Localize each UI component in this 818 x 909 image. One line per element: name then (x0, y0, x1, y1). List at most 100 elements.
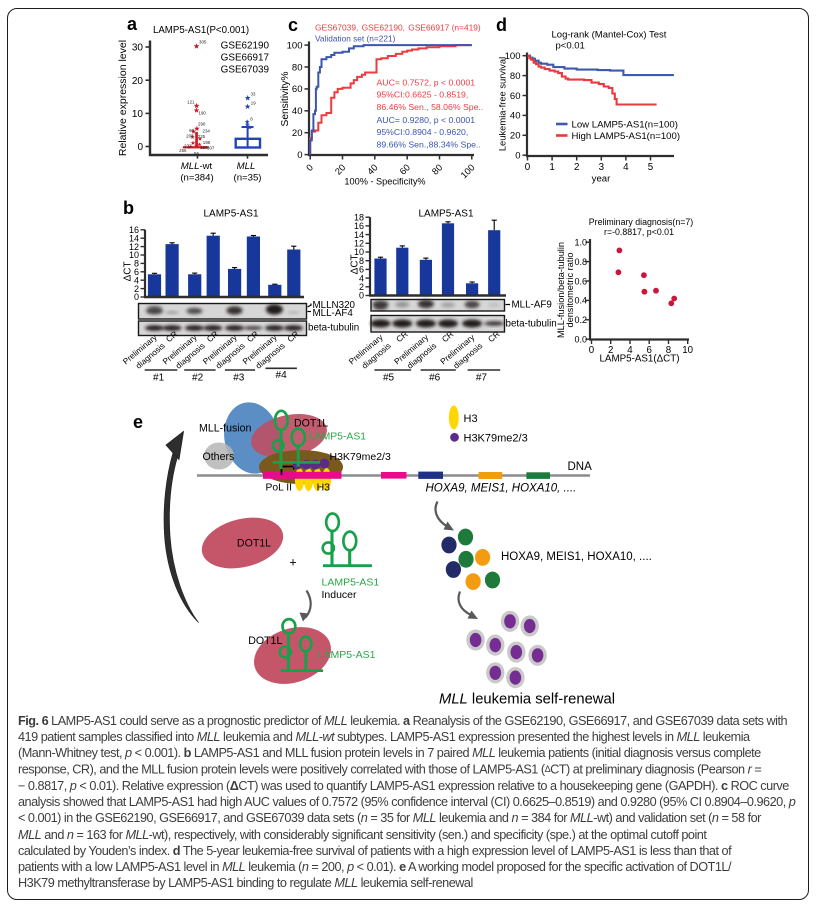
svg-text:Others: Others (203, 451, 235, 463)
svg-text:AUC= 0.9280, p < 0.0001: AUC= 0.9280, p < 0.0001 (377, 115, 476, 125)
svg-text:95%CI:0.6625 - 0.8519,: 95%CI:0.6625 - 0.8519, (377, 90, 469, 100)
svg-text:1.0: 1.0 (574, 238, 587, 248)
svg-text:MLL-fusion: MLL-fusion (199, 423, 252, 435)
svg-text:20: 20 (132, 76, 144, 87)
svg-text:Low LAMP5-AS1(n=100): Low LAMP5-AS1(n=100) (572, 119, 678, 130)
svg-text:MLL leukemia self-renewal: MLL leukemia self-renewal (439, 692, 615, 708)
svg-text:100: 100 (287, 40, 303, 51)
svg-text:198: 198 (203, 140, 211, 145)
svg-text:e: e (133, 412, 143, 432)
svg-text:ΔCT: ΔCT (350, 254, 361, 274)
svg-text:PoL II: PoL II (266, 483, 293, 494)
svg-text:a: a (127, 14, 138, 34)
svg-text:DNA: DNA (568, 461, 593, 473)
svg-text:High LAMP5-AS1(n=100): High LAMP5-AS1(n=100) (572, 131, 681, 142)
svg-text:5: 5 (648, 162, 654, 173)
svg-text:ΔCT: ΔCT (123, 261, 134, 281)
svg-text:0: 0 (304, 162, 315, 173)
svg-text:#3: #3 (233, 373, 245, 384)
svg-text:66: 66 (189, 128, 194, 133)
svg-text:100% - Specificity%: 100% - Specificity% (344, 177, 425, 187)
svg-text:p<0.01: p<0.01 (556, 41, 585, 52)
svg-text:LAMP5-AS1(P<0.001): LAMP5-AS1(P<0.001) (153, 25, 249, 36)
svg-text:d: d (496, 15, 507, 35)
svg-text:19: 19 (251, 100, 256, 105)
svg-text:4: 4 (623, 162, 629, 173)
svg-text:LAMP5-AS1: LAMP5-AS1 (318, 649, 376, 661)
svg-text:8: 8 (359, 256, 364, 266)
svg-text:10: 10 (132, 109, 144, 120)
svg-text:DOT1L: DOT1L (294, 418, 328, 430)
svg-text:225: 225 (198, 134, 206, 139)
svg-text:3: 3 (599, 162, 605, 173)
svg-text:10: 10 (129, 250, 139, 260)
svg-text:H3K79me2/3: H3K79me2/3 (330, 451, 391, 463)
svg-text:MLL-wt: MLL-wt (181, 161, 213, 172)
svg-text:MLL: MLL (237, 161, 256, 172)
svg-text:LAMP5-AS1(ΔCT): LAMP5-AS1(ΔCT) (599, 354, 679, 365)
svg-text:6: 6 (359, 265, 364, 275)
svg-text:(n=384): (n=384) (180, 173, 213, 184)
svg-text:#6: #6 (429, 373, 441, 384)
svg-text:80: 80 (292, 62, 303, 73)
svg-text:0.8: 0.8 (574, 257, 587, 267)
svg-text:0: 0 (525, 162, 531, 173)
svg-text:year: year (592, 174, 611, 185)
svg-text:0.0: 0.0 (574, 335, 587, 345)
svg-text:GSE62190: GSE62190 (221, 41, 270, 52)
svg-text:232: 232 (184, 144, 192, 149)
svg-text:16: 16 (354, 221, 364, 231)
svg-text:18: 18 (354, 212, 364, 222)
svg-text:33: 33 (251, 92, 256, 97)
svg-text:8: 8 (134, 259, 139, 269)
svg-text:20: 20 (333, 162, 347, 176)
svg-text:#2: #2 (192, 373, 204, 384)
svg-text:LAMP5-AS1: LAMP5-AS1 (418, 209, 473, 220)
svg-text:0.2: 0.2 (574, 315, 587, 325)
svg-text:2: 2 (359, 282, 364, 292)
svg-text:c: c (288, 15, 298, 35)
svg-text:DOT1L: DOT1L (237, 538, 271, 550)
svg-text:#5: #5 (383, 373, 395, 384)
svg-text:14: 14 (129, 233, 139, 243)
svg-text:r=-0.8817, p<0.01: r=-0.8817, p<0.01 (604, 227, 674, 237)
svg-text:0: 0 (134, 292, 139, 302)
svg-text:256: 256 (179, 148, 187, 153)
svg-text:40: 40 (365, 162, 379, 176)
svg-text:12: 12 (129, 242, 139, 252)
svg-text:Log-rank (Mantel-Cox) Test: Log-rank (Mantel-Cox) Test (552, 30, 667, 41)
svg-text:60: 60 (292, 84, 303, 95)
svg-text:307: 307 (207, 146, 215, 151)
svg-text:200: 200 (186, 134, 194, 139)
svg-text:2: 2 (134, 284, 139, 294)
svg-text:HOXA9, MEIS1, HOXA10, ....: HOXA9, MEIS1, HOXA10, .... (426, 483, 577, 495)
svg-text:0.4: 0.4 (574, 296, 587, 306)
svg-text:0: 0 (589, 345, 595, 356)
svg-text:4: 4 (627, 345, 633, 356)
svg-text:+: + (289, 556, 296, 570)
svg-text:196: 196 (200, 145, 208, 150)
svg-text:234: 234 (203, 129, 211, 134)
svg-text:20: 20 (510, 131, 521, 142)
svg-text:H3: H3 (464, 413, 478, 425)
svg-text:#7: #7 (476, 373, 488, 384)
svg-text:4: 4 (134, 275, 139, 285)
svg-text:30: 30 (132, 43, 144, 54)
svg-text:12: 12 (354, 239, 364, 249)
svg-text:8: 8 (250, 117, 253, 122)
svg-text:H3: H3 (317, 482, 331, 494)
svg-text:6: 6 (134, 267, 139, 277)
svg-text:16: 16 (129, 225, 139, 235)
svg-text:beta-tubulin: beta-tubulin (506, 319, 557, 330)
svg-text:100: 100 (459, 162, 477, 180)
svg-text:80: 80 (430, 162, 444, 176)
svg-text:MLL-AF4: MLL-AF4 (313, 308, 354, 319)
svg-text:MLL-fusion/beta-tubulin: MLL-fusion/beta-tubulin (556, 242, 566, 338)
svg-text:LAMP5-AS1: LAMP5-AS1 (203, 209, 258, 220)
svg-text:0.6: 0.6 (574, 276, 587, 286)
svg-text:14: 14 (354, 230, 364, 240)
svg-text:MLLN320: MLLN320 (313, 300, 356, 311)
svg-text:H3K79me2/3: H3K79me2/3 (464, 433, 528, 445)
svg-text:20: 20 (292, 128, 303, 139)
svg-text:190: 190 (199, 111, 207, 116)
